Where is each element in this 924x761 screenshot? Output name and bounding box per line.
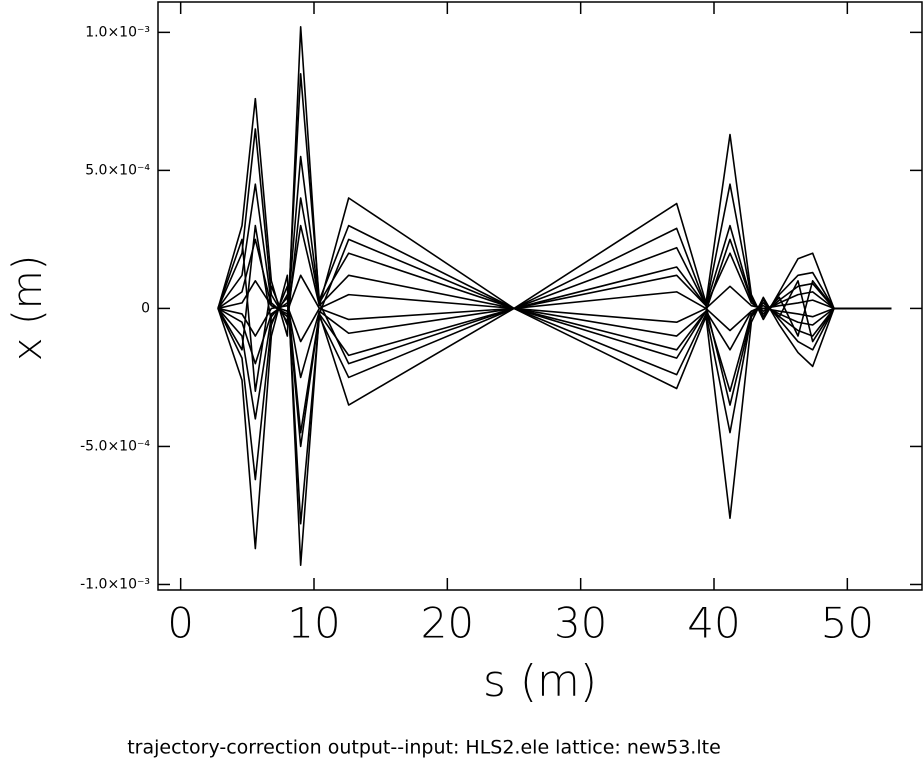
x-tick-label: 30 [554, 599, 607, 648]
footnote: trajectory-correction output--input: HLS… [127, 737, 721, 759]
y-tick-label: -5.0×10⁻⁴ [80, 438, 150, 454]
x-tick-label: 40 [687, 599, 740, 648]
trajectory-line [217, 285, 892, 525]
x-tick-label: 50 [821, 599, 874, 648]
y-tick-label: -1.0×10⁻³ [80, 576, 150, 592]
x-tick-label: 0 [167, 599, 194, 648]
y-tick-label: 1.0×10⁻³ [85, 24, 150, 40]
trajectory-line [217, 302, 892, 379]
y-tick-label: 5.0×10⁻⁴ [85, 162, 150, 178]
trajectory-line [217, 274, 892, 312]
trajectory-line [217, 274, 892, 566]
plot-frame [157, 1, 923, 591]
x-tick-label: 10 [287, 599, 340, 648]
y-axis-label: x (m) [5, 255, 51, 362]
y-tick-label: 0 [141, 300, 150, 316]
trajectory-line [217, 296, 892, 448]
trajectory-line [217, 304, 892, 343]
trajectory-line [217, 26, 892, 337]
trajectory-line [217, 197, 892, 393]
x-axis-label: s (m) [483, 656, 597, 707]
trajectory-line [217, 72, 892, 324]
trajectory-line [217, 224, 892, 434]
x-tick-label: 20 [421, 599, 474, 648]
